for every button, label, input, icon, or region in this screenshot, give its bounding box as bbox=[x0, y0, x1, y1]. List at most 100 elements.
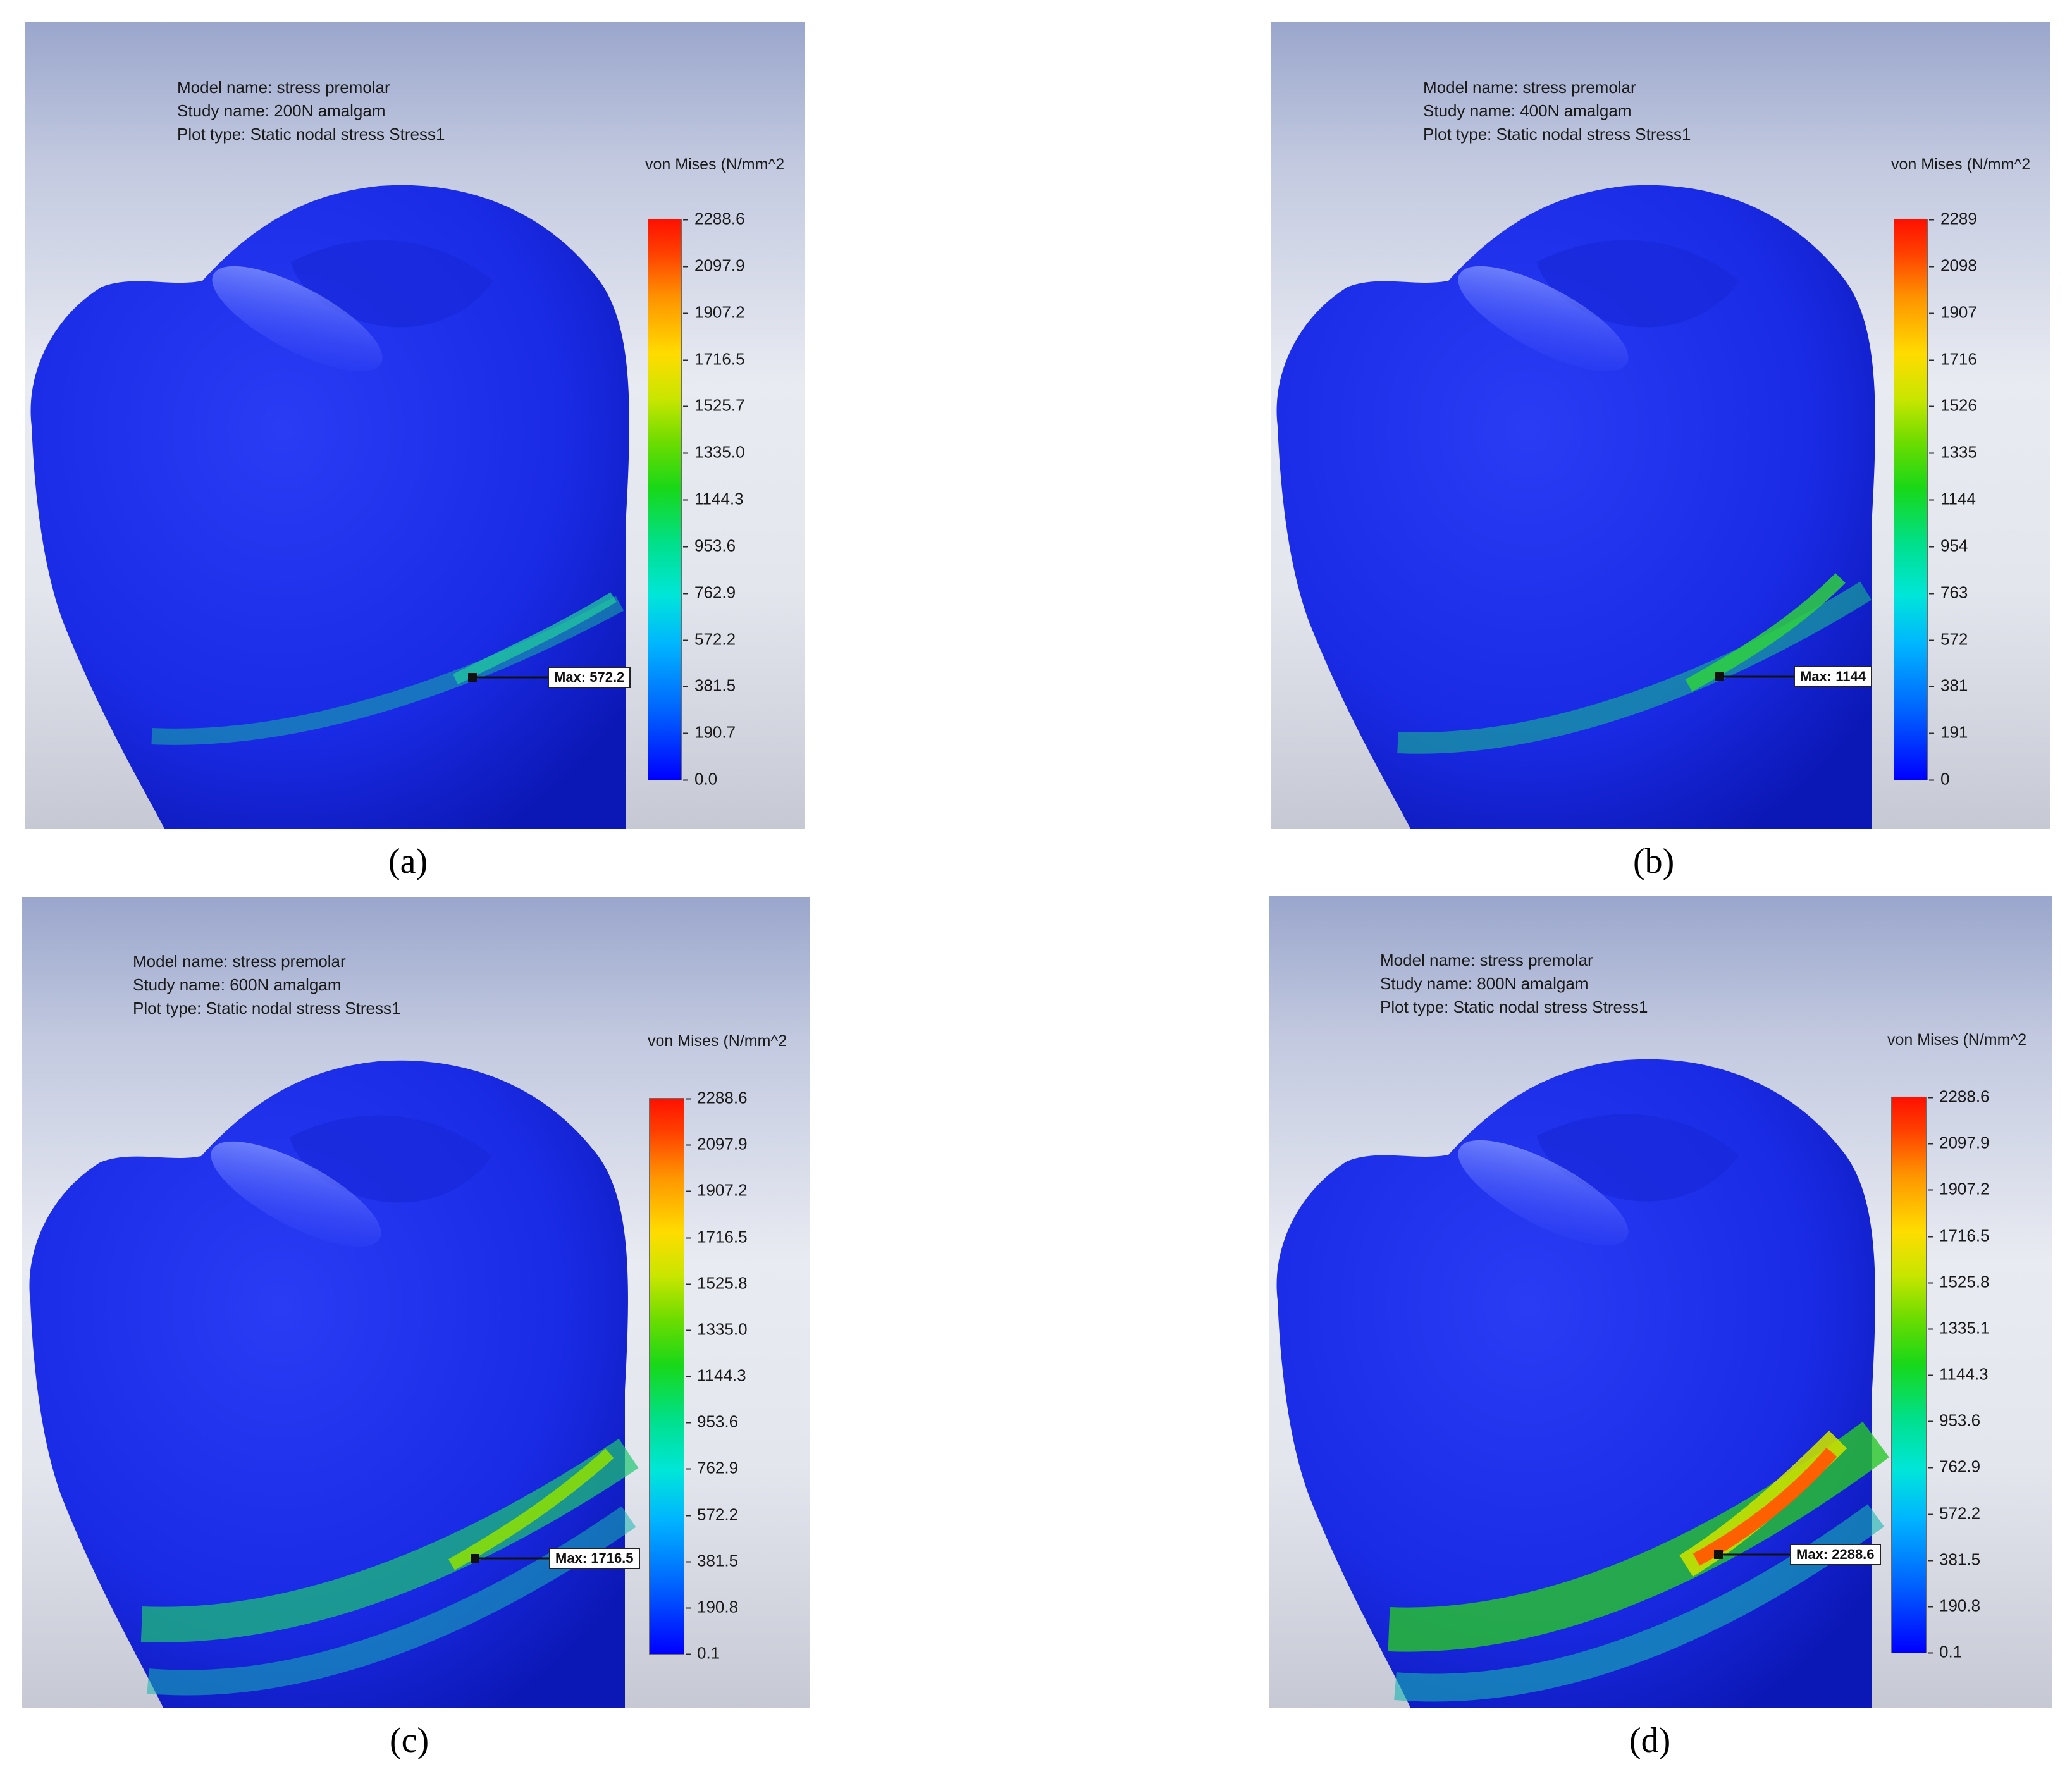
crown-highlight bbox=[211, 1141, 381, 1247]
model-name: Model name: stress premolar bbox=[133, 952, 346, 971]
legend-title: von Mises (N/mm^2 bbox=[645, 156, 785, 173]
cusp-ridge bbox=[1537, 240, 1739, 328]
max-stress-callout: Max: 572.2 bbox=[548, 667, 631, 688]
stress-hotspot bbox=[1685, 573, 1846, 692]
plot-type: Plot type: Static nodal stress Stress1 bbox=[1380, 997, 1648, 1016]
tick-label: 1716 bbox=[1929, 349, 1977, 369]
tick-label: 762.9 bbox=[686, 1458, 738, 1478]
stress-plot-panel-c: Model name: stress premolar Study name: … bbox=[22, 897, 810, 1708]
tick-label: 1907.2 bbox=[683, 302, 745, 322]
colorbar-ticks: 2288.6 2097.9 1907.2 1716.5 1525.8 1335.… bbox=[1928, 1087, 2042, 1661]
study-name: Study name: 200N amalgam bbox=[177, 101, 386, 120]
tick-label: 1335 bbox=[1929, 443, 1977, 462]
tick-label: 1144.3 bbox=[686, 1366, 746, 1386]
study-name: Study name: 400N amalgam bbox=[1423, 101, 1632, 120]
stress-hotspot bbox=[1693, 1447, 1837, 1566]
stress-colorbar bbox=[649, 1098, 684, 1655]
tick-label: 1525.7 bbox=[683, 396, 745, 416]
max-leader-line bbox=[468, 673, 548, 682]
legend-title: von Mises (N/mm^2 bbox=[648, 1032, 787, 1050]
tick-label: 762.9 bbox=[1928, 1457, 1980, 1477]
study-info-d: Model name: stress premolar Study name: … bbox=[1380, 949, 1648, 1019]
tick-label: 381 bbox=[1929, 676, 1968, 696]
tick-label: 572.2 bbox=[1928, 1503, 1980, 1523]
tick-label: 1525.8 bbox=[1928, 1272, 1990, 1291]
tick-label: 190.7 bbox=[683, 723, 736, 743]
cusp-ridge bbox=[1537, 1114, 1739, 1202]
cusp-ridge bbox=[290, 1115, 492, 1203]
tick-label: 572.2 bbox=[686, 1505, 738, 1524]
tick-label: 572 bbox=[1929, 629, 1968, 649]
tick-label: 0.1 bbox=[1928, 1642, 1962, 1662]
tick-label: 1526 bbox=[1929, 396, 1977, 416]
stress-plot-panel-a: Model name: stress premolar Study name: … bbox=[25, 22, 805, 829]
max-leader-line bbox=[1714, 1550, 1790, 1559]
stress-plot-panel-d: Model name: stress premolar Study name: … bbox=[1269, 896, 2052, 1708]
cusp-ridge bbox=[291, 240, 493, 328]
tick-label: 0.1 bbox=[686, 1644, 720, 1663]
tick-label: 1907 bbox=[1929, 302, 1977, 322]
model-name: Model name: stress premolar bbox=[177, 78, 390, 97]
stress-colorbar bbox=[1894, 219, 1928, 780]
tick-label: 2288.6 bbox=[683, 209, 745, 229]
tick-label: 953.6 bbox=[686, 1412, 738, 1432]
tick-label: 1525.8 bbox=[686, 1273, 748, 1293]
tick-label: 1144 bbox=[1929, 490, 1976, 509]
stress-colorbar bbox=[648, 219, 682, 780]
legend-title: von Mises (N/mm^2 bbox=[1887, 1031, 2027, 1049]
tooth-model-render-c bbox=[29, 1060, 639, 1708]
tick-label: 1907.2 bbox=[1928, 1180, 1990, 1199]
tick-label: 381.5 bbox=[686, 1551, 738, 1570]
model-name: Model name: stress premolar bbox=[1380, 951, 1593, 970]
tooth-model-render-a bbox=[30, 185, 629, 829]
max-stress-callout: Max: 1716.5 bbox=[549, 1548, 640, 1569]
tick-label: 381.5 bbox=[683, 676, 736, 696]
tick-label: 1335.1 bbox=[1928, 1318, 1990, 1338]
max-stress-callout: Max: 2288.6 bbox=[1790, 1544, 1881, 1565]
caption-c: (c) bbox=[390, 1721, 429, 1760]
tick-label: 1335.0 bbox=[686, 1319, 748, 1339]
study-info-b: Model name: stress premolar Study name: … bbox=[1423, 76, 1691, 146]
tick-label: 762.9 bbox=[683, 582, 736, 602]
study-name: Study name: 600N amalgam bbox=[133, 975, 342, 994]
tick-label: 381.5 bbox=[1928, 1550, 1980, 1569]
tick-label: 0.0 bbox=[683, 770, 717, 789]
stress-plot-panel-b: Model name: stress premolar Study name: … bbox=[1271, 22, 2050, 829]
cervical-stress-band bbox=[1397, 581, 1872, 754]
tick-label: 2289 bbox=[1929, 209, 1977, 229]
stress-colorbar bbox=[1891, 1097, 1927, 1653]
tick-label: 2097.9 bbox=[683, 256, 745, 275]
tick-label: 190.8 bbox=[1928, 1596, 1980, 1615]
stress-hotspot bbox=[452, 592, 617, 685]
legend-title: von Mises (N/mm^2 bbox=[1891, 156, 2031, 173]
tick-label: 190.8 bbox=[686, 1597, 738, 1617]
tick-label: 954 bbox=[1929, 536, 1968, 555]
colorbar-ticks: 2288.6 2097.9 1907.2 1716.5 1525.8 1335.… bbox=[686, 1088, 799, 1663]
study-info-c: Model name: stress premolar Study name: … bbox=[133, 950, 400, 1020]
tick-label: 1144.3 bbox=[683, 490, 744, 509]
tick-label: 763 bbox=[1929, 582, 1968, 602]
tick-label: 953.6 bbox=[1928, 1411, 1980, 1431]
model-name: Model name: stress premolar bbox=[1423, 78, 1636, 97]
study-name: Study name: 800N amalgam bbox=[1380, 974, 1589, 993]
stress-hotspot bbox=[448, 1448, 614, 1570]
caption-b: (b) bbox=[1633, 842, 1675, 881]
tick-label: 2288.6 bbox=[686, 1088, 748, 1108]
tick-label: 2097.9 bbox=[1928, 1133, 1990, 1153]
crown-highlight bbox=[1458, 266, 1629, 372]
tick-label: 1907.2 bbox=[686, 1181, 748, 1200]
tick-label: 0 bbox=[1929, 770, 1949, 789]
tooth-model-render-d bbox=[1276, 1059, 1889, 1708]
tick-label: 2288.6 bbox=[1928, 1087, 1990, 1107]
caption-d: (d) bbox=[1629, 1721, 1671, 1760]
plot-type: Plot type: Static nodal stress Stress1 bbox=[177, 125, 445, 144]
colorbar-ticks: 2289 2098 1907 1716 1526 1335 1144 954 7… bbox=[1929, 209, 2043, 789]
crown-highlight bbox=[1458, 1140, 1629, 1246]
max-leader-line bbox=[471, 1554, 549, 1563]
tick-label: 1716.5 bbox=[686, 1227, 748, 1247]
study-info-a: Model name: stress premolar Study name: … bbox=[177, 76, 445, 146]
tick-label: 2098 bbox=[1929, 256, 1977, 275]
tick-label: 1716.5 bbox=[683, 349, 745, 369]
plot-type: Plot type: Static nodal stress Stress1 bbox=[133, 999, 401, 1018]
tick-label: 572.2 bbox=[683, 629, 736, 649]
